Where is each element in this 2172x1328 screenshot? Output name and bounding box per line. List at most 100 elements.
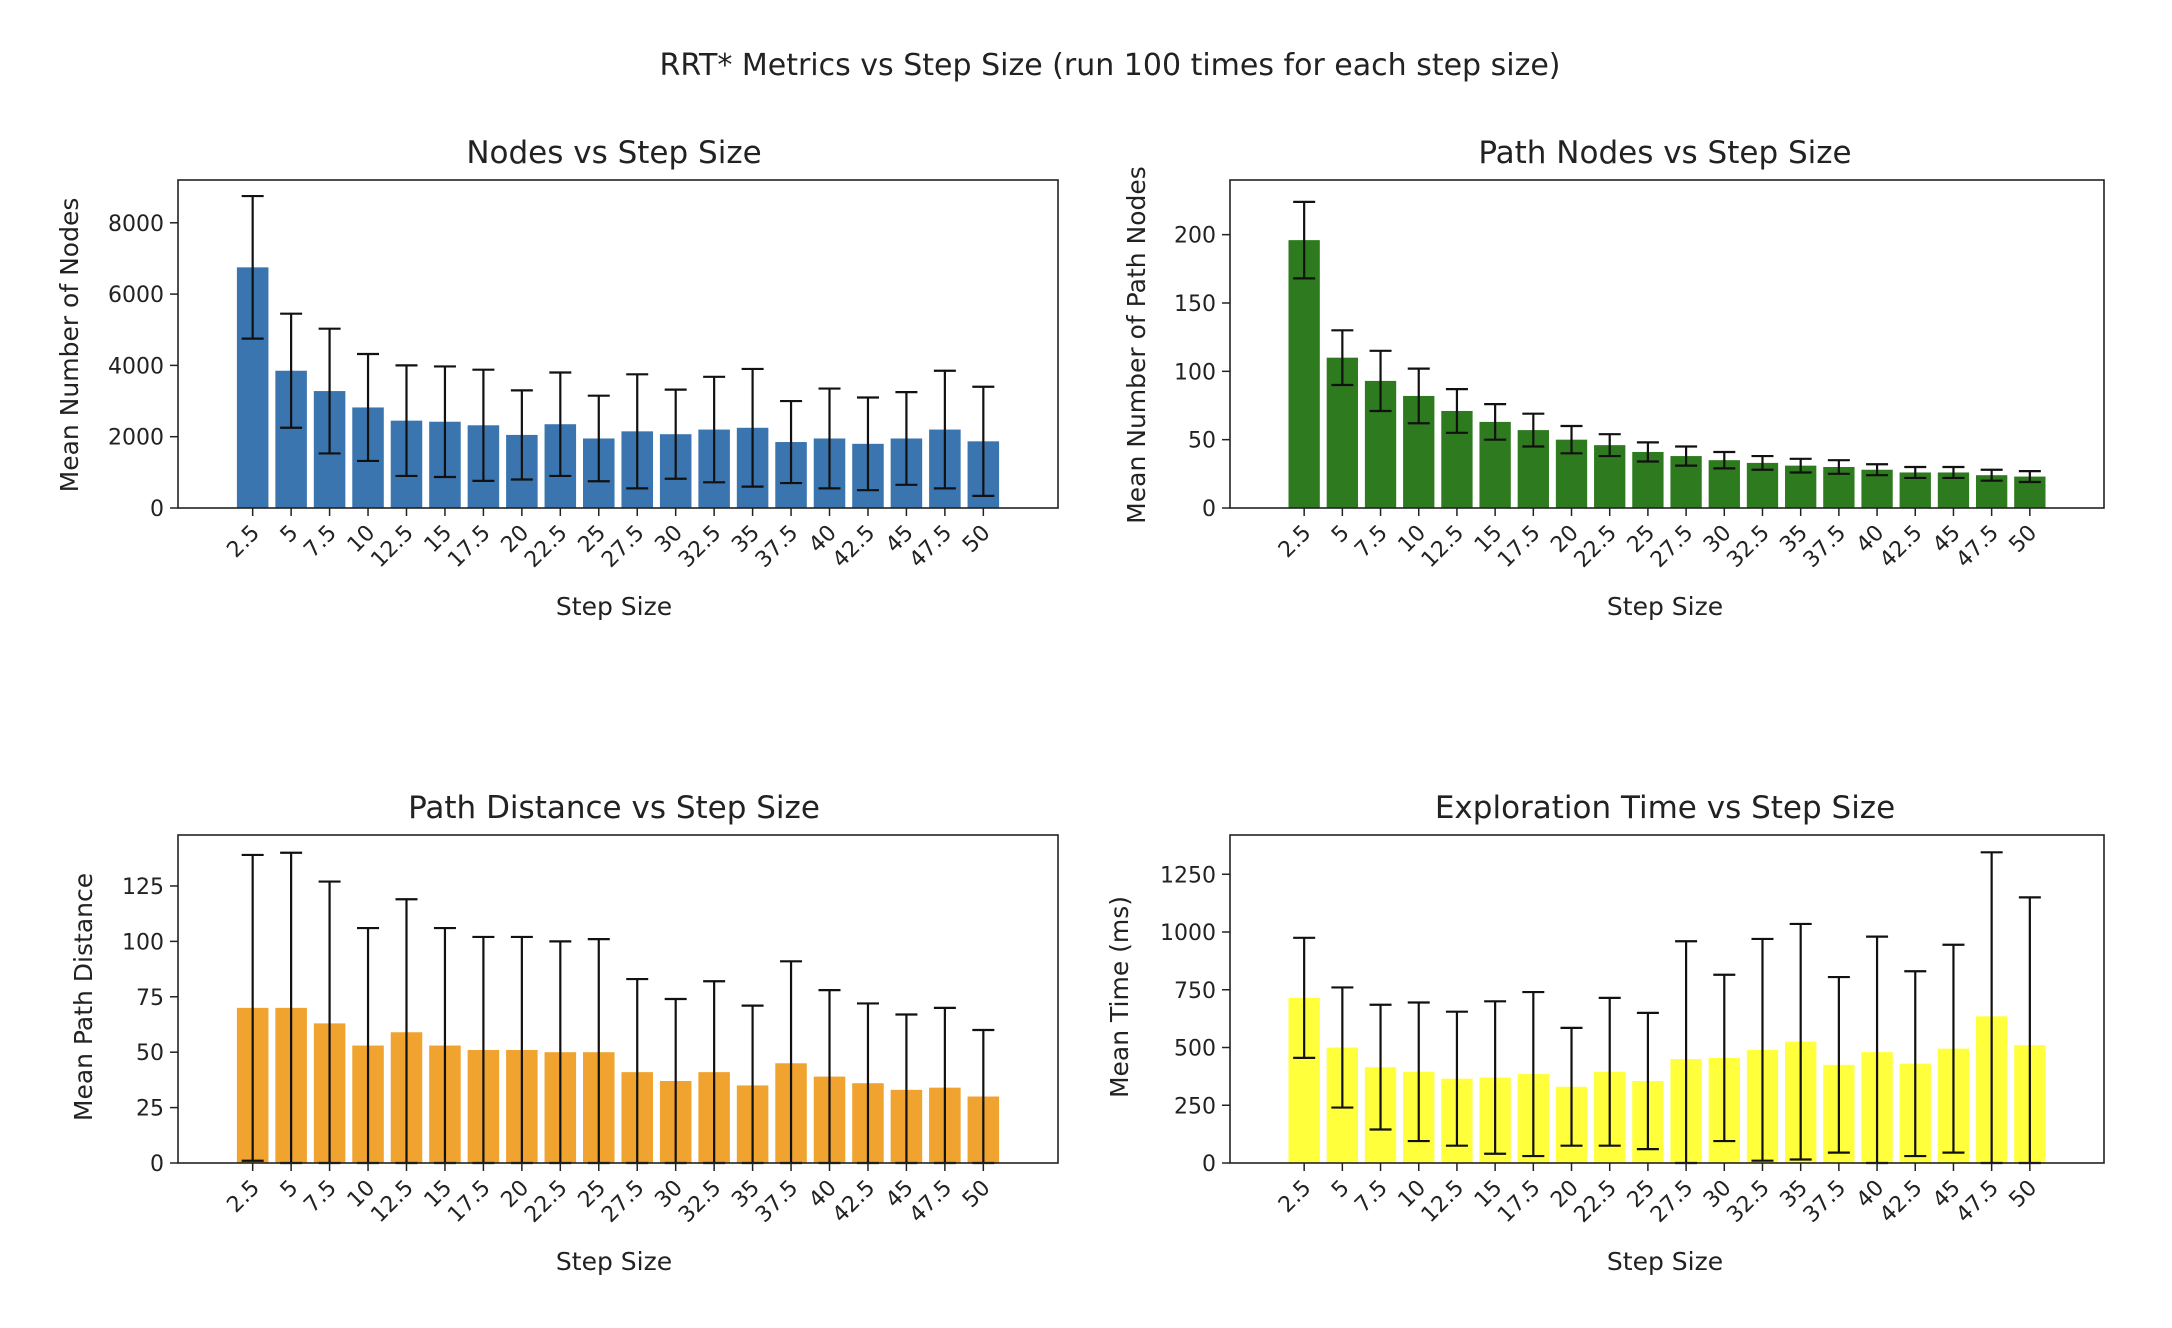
y-tick-label: 8000 [108, 212, 164, 237]
y-tick-label: 1250 [1160, 863, 1216, 888]
y-tick-label: 25 [136, 1097, 164, 1122]
error-bar [626, 373, 649, 490]
figure-suptitle: RRT* Metrics vs Step Size (run 100 times… [660, 48, 1561, 83]
error-bar [1293, 936, 1316, 1060]
x-tick-label: 2.5 [222, 1176, 264, 1218]
x-tick-label: 37.5 [751, 521, 803, 573]
y-tick-label: 75 [136, 986, 164, 1011]
error-bar [1751, 454, 1774, 471]
x-tick-label: 7.5 [1350, 521, 1392, 563]
error-bar [1980, 468, 2003, 482]
x-tick-label: 22.5 [520, 521, 572, 573]
axes-frame [177, 179, 1059, 509]
error-bar [549, 371, 572, 478]
error-bar [1942, 465, 1965, 480]
subplot-exploration-time: Exploration Time vs Step Size Mean Time … [1105, 790, 2105, 1276]
axes-frame [177, 834, 1059, 1164]
y-axis-label: Mean Number of Path Nodes [1122, 166, 1151, 524]
error-bar [241, 194, 264, 340]
error-bar [395, 364, 418, 478]
x-axis-label: Step Size [556, 592, 672, 621]
x-tick-label: 12.5 [1417, 1176, 1469, 1228]
error-bar [1904, 970, 1927, 1158]
y-tick-label: 200 [1174, 224, 1216, 249]
x-tick-label: 17.5 [443, 1176, 495, 1228]
error-bar [587, 394, 610, 483]
error-bar [1560, 1026, 1583, 1147]
x-tick-label: 22.5 [1570, 521, 1622, 573]
error-bar [1751, 937, 1774, 1162]
error-bar [472, 368, 495, 483]
error-bar [318, 327, 341, 455]
y-tick-label: 250 [1174, 1094, 1216, 1119]
x-tick-label: 17.5 [1493, 521, 1545, 573]
y-tick-label: 125 [122, 875, 164, 900]
y-tick-label: 0 [150, 497, 164, 522]
x-tick-label: 2.5 [222, 521, 264, 563]
subplot-title: Path Distance vs Step Size [408, 790, 820, 826]
error-bar [1293, 200, 1316, 280]
x-tick-label: 42.5 [828, 521, 880, 573]
x-axis-label: Step Size [556, 1247, 672, 1276]
y-tick-label: 100 [1174, 360, 1216, 385]
bar [1288, 240, 1320, 508]
subplot-nodes: Nodes vs Step Size Mean Number of Nodes … [55, 135, 1059, 621]
y-tick-label: 750 [1174, 979, 1216, 1004]
x-tick-label: 17.5 [1493, 1176, 1545, 1228]
x-tick-label: 42.5 [1875, 1176, 1927, 1228]
error-bar [1369, 1003, 1392, 1131]
error-bar [1675, 445, 1698, 467]
x-tick-label: 2.5 [1274, 1176, 1316, 1218]
y-tick-label: 500 [1174, 1037, 1216, 1062]
x-tick-label: 50 [958, 1176, 995, 1213]
axes-frame [1229, 179, 2105, 509]
x-tick-label: 32.5 [674, 521, 726, 573]
error-bar [1636, 441, 1659, 463]
y-tick-label: 6000 [108, 283, 164, 308]
error-bar [1866, 463, 1889, 477]
error-bar [972, 385, 995, 497]
x-tick-label: 47.5 [905, 521, 957, 573]
x-tick-label: 37.5 [751, 1176, 803, 1228]
error-bar [1407, 367, 1430, 425]
x-tick-label: 7.5 [1350, 1176, 1392, 1218]
error-bar [933, 369, 956, 490]
error-bar [1560, 424, 1583, 455]
x-tick-label: 47.5 [1952, 521, 2004, 573]
x-tick-label: 12.5 [366, 521, 418, 573]
error-bar [818, 387, 841, 490]
x-tick-label: 47.5 [1952, 1176, 2004, 1228]
y-axis-label: Mean Time (ms) [1105, 896, 1134, 1098]
error-bar [1789, 922, 1812, 1161]
x-tick-label: 42.5 [1875, 521, 1927, 573]
error-bar [1789, 457, 1812, 474]
x-tick-label: 22.5 [1570, 1176, 1622, 1228]
error-bar [1484, 403, 1507, 441]
x-tick-label: 50 [958, 521, 995, 558]
subplot-title: Exploration Time vs Step Size [1435, 790, 1895, 826]
x-tick-label: 22.5 [520, 1176, 572, 1228]
subplot-title: Path Nodes vs Step Size [1478, 135, 1851, 171]
error-bar [1445, 1010, 1468, 1147]
x-tick-label: 32.5 [674, 1176, 726, 1228]
x-tick-label: 32.5 [1722, 1176, 1774, 1228]
x-tick-label: 50 [2005, 1176, 2042, 1213]
x-tick-label: 7.5 [299, 1176, 341, 1218]
y-tick-label: 4000 [108, 354, 164, 379]
x-tick-label: 37.5 [1799, 1176, 1851, 1228]
error-bar [1407, 1001, 1430, 1143]
x-tick-label: 27.5 [597, 521, 649, 573]
error-bar [1942, 943, 1965, 1154]
error-bar [741, 367, 764, 488]
subplot-title: Nodes vs Step Size [466, 135, 761, 171]
error-bar [433, 365, 456, 479]
y-tick-label: 1000 [1160, 921, 1216, 946]
y-tick-label: 50 [1188, 429, 1216, 454]
error-bar [241, 853, 264, 1162]
error-bar [1484, 1000, 1507, 1155]
error-bar [1827, 459, 1850, 475]
x-axis-label: Step Size [1607, 592, 1723, 621]
